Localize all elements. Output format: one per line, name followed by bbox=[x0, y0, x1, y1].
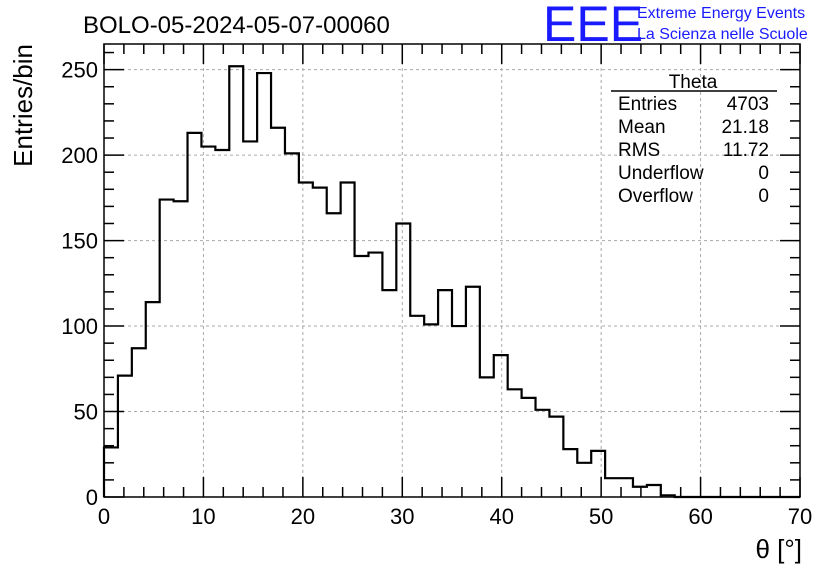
histogram-bin bbox=[563, 449, 577, 497]
stats-rows: Entries 4703 Mean 21.18 RMS 11.72 Underflow 0 Ov… bbox=[618, 94, 769, 207]
histogram-outline bbox=[102, 65, 800, 499]
histogram-bin bbox=[257, 73, 271, 497]
stats-box: Theta Entries 4703 Mean 21.18 RMS 11.72 Underf… bbox=[611, 72, 777, 207]
histogram-bin bbox=[174, 201, 188, 497]
y-tick-label: 250 bbox=[61, 58, 98, 83]
y-tick-label: 200 bbox=[61, 143, 98, 168]
grid bbox=[104, 44, 800, 497]
histogram-bin bbox=[160, 200, 174, 497]
histogram-bin bbox=[132, 348, 146, 497]
histogram-bin bbox=[355, 256, 369, 497]
stats-row-label: RMS bbox=[618, 140, 660, 161]
stats-row-value: 0 bbox=[758, 186, 769, 207]
histogram-bin bbox=[549, 417, 563, 497]
stats-row-label: Underflow bbox=[618, 163, 704, 184]
histogram-bin bbox=[382, 290, 396, 497]
x-tick-label: 30 bbox=[390, 504, 414, 529]
x-axis-title: θ [°] bbox=[755, 534, 802, 564]
histogram-bin bbox=[229, 66, 243, 497]
y-tick-label: 0 bbox=[86, 485, 98, 510]
stats-row-value: 0 bbox=[758, 163, 769, 184]
histogram-bin bbox=[536, 410, 550, 497]
stats-row-label: Mean bbox=[618, 117, 666, 138]
histogram-bin bbox=[466, 287, 480, 497]
x-tick-label: 20 bbox=[291, 504, 315, 529]
x-tick-label: 60 bbox=[688, 504, 712, 529]
histogram-bin bbox=[633, 487, 647, 497]
y-tick-label: 50 bbox=[74, 400, 98, 425]
x-tick-label: 0 bbox=[98, 504, 110, 529]
histogram-bin bbox=[605, 478, 619, 497]
histogram-bin bbox=[647, 485, 661, 497]
stats-row-value: 11.72 bbox=[723, 140, 769, 161]
histogram-bin bbox=[188, 133, 202, 497]
histogram-bin bbox=[591, 451, 605, 497]
x-tick-label: 50 bbox=[589, 504, 613, 529]
histogram-bin bbox=[341, 182, 355, 497]
histogram-bin bbox=[299, 182, 313, 497]
plot-frame bbox=[103, 43, 801, 498]
histogram-bin bbox=[243, 141, 257, 497]
histogram-bin bbox=[118, 376, 132, 497]
histogram-bin bbox=[313, 188, 327, 497]
axis-ticks bbox=[103, 44, 801, 498]
histogram-bin bbox=[522, 398, 536, 497]
histogram-bin bbox=[215, 150, 229, 497]
histogram-series bbox=[102, 65, 800, 499]
histogram-bin bbox=[480, 377, 494, 497]
logo-line-1: Extreme Energy Events bbox=[637, 5, 805, 22]
stats-row-value: 4703 bbox=[727, 94, 769, 115]
stats-row-label: Overflow bbox=[618, 186, 693, 207]
histogram-bin bbox=[396, 223, 410, 497]
logo: EEE Extreme Energy Events La Scienza nel… bbox=[543, 0, 808, 52]
histogram-bin bbox=[327, 213, 341, 497]
y-tick-label: 150 bbox=[61, 229, 98, 254]
histogram-bin bbox=[104, 447, 118, 497]
histogram-bin bbox=[494, 355, 508, 497]
histogram-bin bbox=[146, 302, 160, 497]
chart-title: BOLO-05-2024-05-07-00060 bbox=[83, 12, 390, 39]
histogram-bin bbox=[438, 290, 452, 497]
histogram-bin bbox=[424, 324, 438, 497]
x-tick-label: 70 bbox=[788, 504, 812, 529]
histogram-bin bbox=[410, 316, 424, 497]
histogram-bin bbox=[577, 463, 591, 497]
y-axis-title: Entries/bin bbox=[8, 44, 38, 167]
stats-row-value: 21.18 bbox=[721, 117, 769, 138]
stats-title: Theta bbox=[669, 72, 718, 93]
histogram-bin bbox=[271, 128, 285, 497]
tick-labels: 0 10 20 30 40 50 60 70 0 50 100 150 200 250 bbox=[61, 58, 812, 529]
y-tick-label: 100 bbox=[61, 314, 98, 339]
x-tick-label: 10 bbox=[191, 504, 215, 529]
histogram-bin bbox=[285, 153, 299, 497]
logo-line-2: La Scienza nelle Scuole bbox=[637, 26, 808, 43]
histogram-bin bbox=[368, 253, 382, 497]
stats-row-label: Entries bbox=[618, 94, 677, 115]
histogram-bin bbox=[508, 389, 522, 497]
x-tick-label: 40 bbox=[489, 504, 513, 529]
